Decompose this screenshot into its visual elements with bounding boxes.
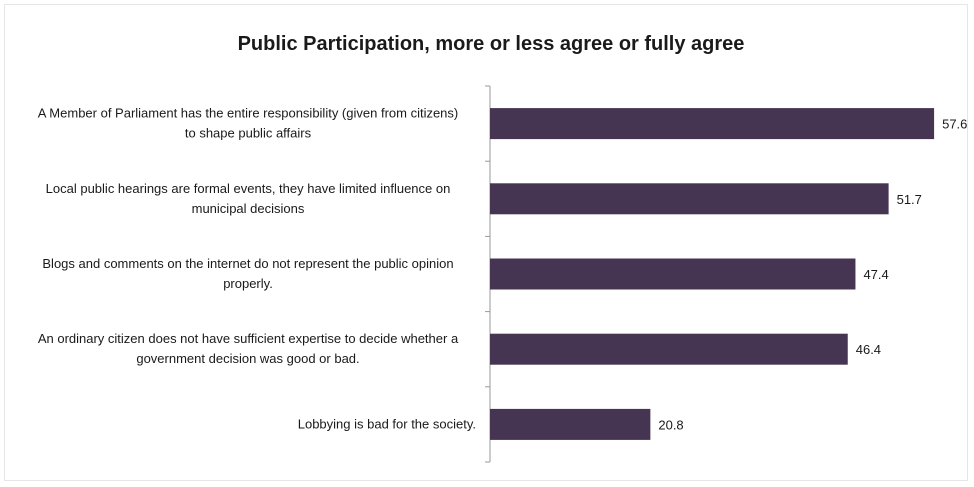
bar (490, 333, 848, 365)
value-label: 57.6 (942, 117, 967, 132)
value-label: 46.4 (856, 342, 881, 357)
bar (490, 408, 651, 440)
value-label: 47.4 (863, 267, 888, 282)
value-label: 20.8 (658, 417, 683, 432)
value-labels: 57.6 51.7 47.4 46.4 20.8 (658, 117, 967, 433)
bar (490, 183, 889, 215)
bar (490, 258, 856, 290)
category-label: A Member of Parliament has the entire re… (38, 106, 459, 141)
category-label: Blogs and comments on the internet do no… (42, 256, 453, 291)
category-label: Lobbying is bad for the society. (298, 416, 476, 431)
category-label: Local public hearings are formal events,… (46, 181, 451, 216)
category-labels: A Member of Parliament has the entire re… (38, 106, 476, 432)
category-label: An ordinary citizen does not have suffic… (38, 331, 459, 366)
bar (490, 108, 935, 140)
bars (490, 108, 935, 440)
value-label: 51.7 (897, 192, 922, 207)
chart-title: Public Participation, more or less agree… (238, 33, 745, 55)
chart-frame (4, 4, 968, 481)
y-axis (485, 85, 491, 463)
